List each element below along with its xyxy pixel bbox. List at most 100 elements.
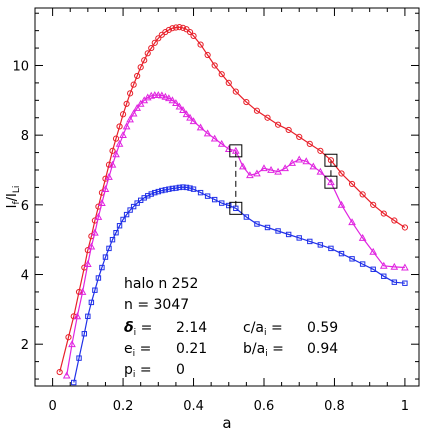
data-point [113,230,119,236]
data-point [327,157,335,164]
series-square [71,184,408,386]
data-point [204,51,211,59]
annotation-delta-label: δi = [124,320,152,338]
data-point [348,180,356,188]
data-point [225,79,232,87]
data-point [370,201,377,208]
data-point [148,44,155,52]
x-axis-label: a [222,414,231,432]
x-tick-label: 0.8 [324,399,345,414]
data-point [317,147,324,154]
x-tick-label: 0.2 [113,399,134,414]
data-point [81,331,88,337]
data-point [106,245,112,252]
data-point [179,24,187,31]
data-point [264,114,271,121]
highlight-boxes [229,144,338,215]
data-point [296,133,303,141]
data-point [391,279,398,285]
data-point [338,170,345,177]
data-point [231,146,240,154]
data-point [288,159,297,166]
annotation-c-over-a-label: c/ai = [243,320,283,338]
data-point [68,340,76,348]
data-point [204,193,211,199]
data-point [108,160,117,168]
data-point [176,184,183,191]
data-point [218,71,225,78]
data-point [154,91,163,98]
data-point [285,231,292,238]
data-point [379,261,388,269]
data-point [217,139,226,147]
data-point [105,172,113,180]
data-point [369,247,378,255]
data-point [71,379,77,386]
data-point [155,188,162,195]
series-line [59,26,406,373]
data-point [296,235,302,241]
data-point [172,24,180,31]
data-point [152,189,158,196]
data-point [253,107,261,114]
data-point [211,62,218,69]
data-point [101,185,110,193]
data-point [112,135,120,142]
annotation-e-value: 0.21 [176,341,207,357]
data-point [115,139,124,147]
data-point [130,203,137,210]
data-point [246,171,254,179]
data-point [151,39,158,46]
data-point [94,213,103,220]
data-point [183,184,190,191]
data-point [176,24,183,31]
svg-text:If/ILi: If/ILi [5,186,22,209]
data-point [260,164,268,172]
data-point [401,263,409,271]
series-layer [56,24,409,386]
data-point [285,126,292,134]
y-axis-label: If/ILi [5,186,22,209]
data-point [109,147,116,154]
axis-ticks: 0 0.2 0.4 0.6 0.8 1 2 4 6 8 10 [12,8,419,414]
data-point [243,214,250,220]
data-point [85,313,91,320]
data-point [359,261,366,267]
data-point [169,25,176,32]
annotation-b-over-a-value: 0.94 [307,341,338,357]
data-point [88,299,95,306]
data-point [267,165,275,173]
annotation-c-over-a-value: 0.59 [307,320,338,336]
highlight-box [229,144,243,158]
data-point [180,184,186,190]
data-point [317,242,324,248]
data-point [175,102,184,110]
data-point [120,216,126,223]
data-point [56,368,63,376]
data-point [141,57,148,64]
data-point [130,81,137,88]
data-point [253,169,261,177]
data-point [232,88,239,95]
series-triangle [62,91,409,379]
data-point [62,371,71,379]
data-point [123,100,130,107]
y-tick-label: 2 [21,338,29,353]
data-point [165,94,173,102]
y-tick-label: 4 [21,269,29,284]
data-point [186,113,194,121]
data-point [203,129,212,137]
data-point [133,103,142,111]
data-point [370,266,376,272]
data-point [196,123,205,131]
data-point [226,202,232,209]
data-point [76,355,82,361]
data-point [169,185,176,192]
data-point [144,50,151,57]
data-point [186,28,194,36]
data-point [98,199,106,206]
data-point [210,134,219,142]
annotation-p-label: pi = [124,362,152,380]
data-point [162,187,169,193]
data-point [102,254,109,260]
